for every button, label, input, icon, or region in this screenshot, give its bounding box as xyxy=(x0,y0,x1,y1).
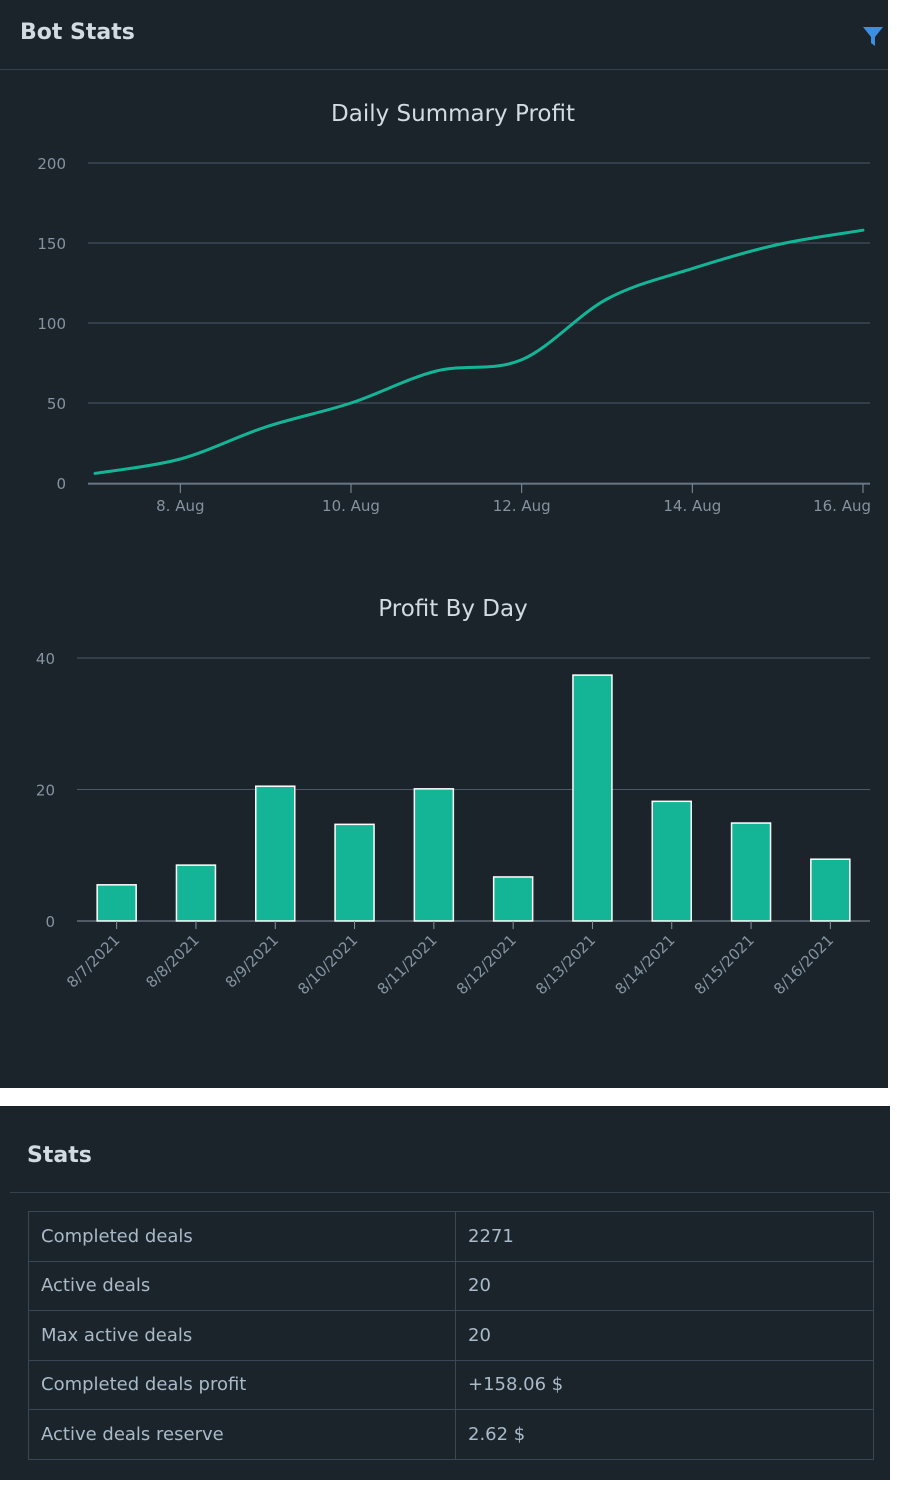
stats-title: Stats xyxy=(27,1143,92,1168)
x-tick-label: 8/8/2021 xyxy=(142,931,202,991)
stat-value: 20 xyxy=(455,1310,874,1361)
profit-by-day-chart: Profit By Day 0 20 40 8/7/2021 8/8/2021 8/9/2… xyxy=(36,596,870,998)
y-tick-label: 200 xyxy=(37,155,66,173)
x-tick-label: 8. Aug xyxy=(156,497,204,515)
bot-stats-panel: Bot Stats Daily Summary Profit 0 50 100 150… xyxy=(0,0,888,1088)
bar xyxy=(810,858,851,922)
stat-label: Active deals xyxy=(28,1260,456,1311)
table-row: Active deals 20 xyxy=(28,1260,874,1311)
filter-button[interactable] xyxy=(860,24,886,50)
bar xyxy=(334,823,375,922)
bar xyxy=(413,788,455,922)
stats-table: Completed deals 2271 Active deals 20 Max… xyxy=(28,1211,874,1460)
table-row: Max active deals 20 xyxy=(28,1310,874,1361)
table-row: Completed deals profit +158.06 $ xyxy=(28,1359,874,1410)
panel-header: Bot Stats xyxy=(0,0,888,70)
x-tick-label: 14. Aug xyxy=(663,497,721,515)
bar xyxy=(96,884,137,922)
y-tick-label: 100 xyxy=(37,315,66,333)
panel-title: Bot Stats xyxy=(20,20,135,45)
x-tick-label: 12. Aug xyxy=(493,497,551,515)
x-tick-label: 8/7/2021 xyxy=(63,931,123,991)
stats-panel: Stats Completed deals 2271 Active deals … xyxy=(0,1106,890,1480)
x-tick-label: 8/13/2021 xyxy=(532,931,599,998)
stat-value: 20 xyxy=(455,1260,874,1311)
stat-value: +158.06 $ xyxy=(455,1359,874,1410)
x-tick-label: 8/9/2021 xyxy=(222,931,282,991)
x-tick-label: 8/11/2021 xyxy=(374,931,441,998)
bar xyxy=(572,674,613,922)
bar xyxy=(255,785,296,922)
stat-label: Active deals reserve xyxy=(28,1409,456,1460)
stat-label: Max active deals xyxy=(28,1310,456,1361)
bar xyxy=(175,864,217,922)
line-chart-title: Daily Summary Profit xyxy=(331,101,575,127)
x-tick-label: 8/16/2021 xyxy=(770,931,837,998)
table-row: Active deals reserve 2.62 $ xyxy=(28,1409,874,1460)
stat-value: 2271 xyxy=(455,1211,874,1262)
y-tick-label: 20 xyxy=(36,782,55,800)
series-line xyxy=(93,228,865,475)
bar xyxy=(730,822,772,922)
stats-header: Stats xyxy=(10,1106,890,1193)
x-tick-label: 16. Aug xyxy=(813,497,871,515)
y-tick-label: 0 xyxy=(56,475,66,493)
y-tick-label: 150 xyxy=(37,235,66,253)
x-tick-label: 8/10/2021 xyxy=(294,931,361,998)
bar xyxy=(492,876,534,922)
x-tick-label: 8/14/2021 xyxy=(611,931,678,998)
table-row: Completed deals 2271 xyxy=(28,1211,874,1262)
filter-icon xyxy=(863,27,883,46)
y-tick-label: 40 xyxy=(36,650,55,668)
daily-summary-profit-chart: Daily Summary Profit 0 50 100 150 200 8. Aug 1… xyxy=(37,101,871,515)
bar-chart-title: Profit By Day xyxy=(378,596,527,622)
stat-value: 2.62 $ xyxy=(455,1409,874,1460)
bar xyxy=(651,800,692,922)
y-tick-label: 0 xyxy=(45,913,55,931)
y-tick-label: 50 xyxy=(47,395,66,413)
x-tick-label: 8/12/2021 xyxy=(453,931,520,998)
x-tick-label: 10. Aug xyxy=(322,497,380,515)
x-tick-label: 8/15/2021 xyxy=(691,931,758,998)
stat-label: Completed deals profit xyxy=(28,1359,456,1410)
stat-label: Completed deals xyxy=(28,1211,456,1262)
